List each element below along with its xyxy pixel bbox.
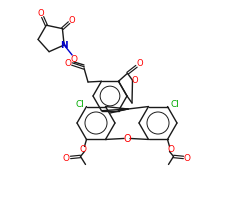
Text: O: O <box>65 58 72 68</box>
Text: O: O <box>71 54 78 64</box>
Text: O: O <box>68 16 75 25</box>
Text: O: O <box>131 76 138 85</box>
Text: O: O <box>38 9 45 18</box>
Text: Cl: Cl <box>75 100 84 109</box>
Text: Cl: Cl <box>170 100 179 109</box>
Text: O: O <box>63 154 70 163</box>
Text: O: O <box>80 145 87 154</box>
Text: N: N <box>60 40 68 49</box>
Text: O: O <box>184 154 191 163</box>
Text: O: O <box>167 145 174 154</box>
Text: O: O <box>136 59 143 68</box>
Text: O: O <box>123 134 131 144</box>
